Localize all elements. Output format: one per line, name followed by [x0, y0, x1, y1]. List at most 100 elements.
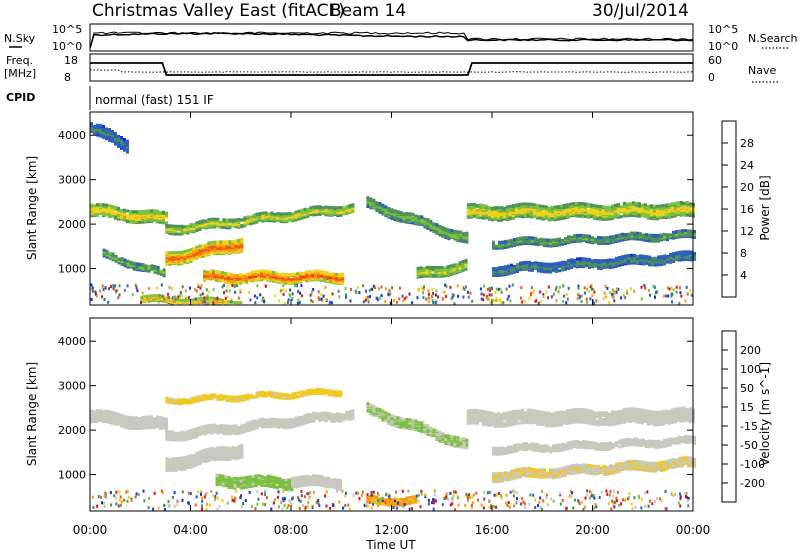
heatmap-cell	[147, 300, 150, 304]
heatmap-cell	[553, 207, 557, 211]
heatmap-cell	[208, 290, 211, 294]
nsky-label: N.Sky	[4, 32, 36, 45]
heatmap-cell	[165, 211, 168, 215]
heatmap-cell	[496, 298, 499, 302]
heatmap-cell	[668, 287, 671, 291]
heatmap-cell	[132, 261, 136, 265]
heatmap-cell	[233, 301, 237, 305]
heatmap-cell	[333, 206, 337, 210]
heatmap-cell	[338, 273, 342, 276]
heatmap-cell	[595, 299, 598, 303]
heatmap-cell	[447, 228, 451, 232]
heatmap-cell	[183, 433, 187, 437]
heatmap-cell	[101, 295, 103, 299]
heatmap-cell	[289, 288, 292, 292]
heatmap-cell	[639, 260, 642, 264]
heatmap-cell	[300, 214, 304, 218]
heatmap-cell	[422, 296, 425, 299]
heatmap-cell	[213, 242, 217, 246]
heatmap-cell	[108, 133, 111, 136]
heatmap-cell	[120, 144, 123, 148]
heatmap-cell	[105, 415, 108, 419]
heatmap-cell	[153, 417, 156, 421]
heatmap-cell	[333, 211, 337, 215]
heatmap-cell	[222, 240, 226, 244]
heatmap-cell	[384, 211, 388, 215]
heatmap-cell	[141, 209, 144, 213]
heatmap-cell	[91, 286, 94, 290]
heatmap-cell	[636, 237, 639, 241]
heatmap-cell	[606, 265, 609, 269]
heatmap-cell	[317, 269, 321, 273]
heatmap-cell	[237, 238, 241, 242]
heatmap-cell	[102, 410, 105, 414]
heatmap-cell	[255, 419, 259, 423]
heatmap-cell	[186, 249, 190, 253]
heatmap-cell	[201, 292, 204, 296]
heatmap-cell	[445, 294, 448, 298]
heatmap-cell	[159, 296, 162, 299]
heatmap-cell	[462, 295, 465, 299]
heatmap-cell	[185, 296, 187, 300]
heatmap-cell	[557, 290, 560, 294]
heatmap-cell	[108, 214, 111, 217]
heatmap-cell	[553, 292, 555, 296]
heatmap-cell	[622, 203, 626, 207]
heatmap-cell	[160, 283, 163, 287]
heatmap-cell	[261, 211, 265, 215]
heatmap-cell	[222, 225, 226, 228]
heatmap-cell	[508, 284, 511, 288]
heatmap-cell	[320, 278, 324, 282]
heatmap-cell	[667, 212, 671, 216]
heatmap-cell	[284, 280, 288, 284]
heatmap-cell	[434, 301, 437, 305]
heatmap-cell	[155, 294, 159, 298]
heatmap-cell	[102, 207, 105, 211]
heatmap-cell	[517, 202, 521, 206]
heatmap-cell	[234, 222, 238, 226]
heatmap-cell	[486, 297, 489, 301]
freq-tick-low: 8	[64, 71, 71, 84]
heatmap-cell	[212, 271, 216, 275]
heatmap-cell	[580, 202, 584, 205]
heatmap-cell	[606, 258, 609, 262]
heatmap-cell	[351, 203, 355, 207]
heatmap-cell	[624, 258, 627, 262]
heatmap-cell	[254, 277, 258, 280]
heatmap-cell	[90, 128, 93, 131]
heatmap-cell	[272, 270, 276, 274]
heatmap-cell	[523, 204, 527, 208]
heatmap-cell	[444, 283, 447, 287]
heatmap-cell	[504, 240, 507, 244]
heatmap-cell	[446, 271, 450, 275]
heatmap-cell	[198, 248, 202, 252]
heatmap-cell	[453, 229, 457, 233]
heatmap-cell	[150, 422, 153, 426]
heatmap-cell	[663, 232, 666, 236]
heatmap-cell	[308, 272, 312, 276]
heatmap-cell	[606, 260, 609, 264]
heatmap-cell	[567, 259, 570, 263]
heatmap-cell	[633, 289, 636, 293]
heatmap-cell	[201, 432, 205, 436]
heatmap-cell	[177, 224, 181, 228]
heatmap-cell	[682, 201, 686, 205]
heatmap-cell	[618, 263, 621, 267]
heatmap-cell	[123, 417, 126, 421]
heatmap-cell	[591, 294, 594, 298]
heatmap-cell	[690, 293, 693, 297]
heatmap-cell	[482, 298, 485, 302]
heatmap-cell	[337, 289, 340, 293]
heatmap-cell	[279, 289, 282, 293]
heatmap-cell	[228, 218, 232, 222]
heatmap-cell	[179, 291, 182, 295]
heatmap-cell	[550, 210, 554, 214]
heatmap-cell	[484, 216, 488, 220]
heatmap-cell	[341, 280, 345, 284]
heatmap-cell	[389, 301, 392, 305]
freq-trace	[90, 62, 693, 76]
heatmap-cell	[508, 204, 512, 208]
nsky-tick-high: 10^5	[52, 23, 82, 36]
heatmap-cell	[425, 268, 429, 272]
heatmap-cell	[150, 420, 153, 424]
